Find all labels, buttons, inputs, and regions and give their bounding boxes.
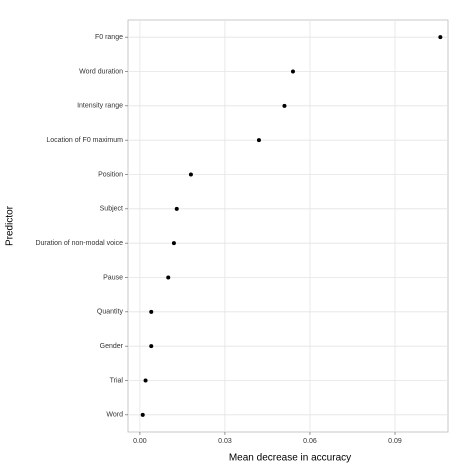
y-tick-label: Duration of non-modal voice: [35, 240, 123, 247]
y-tick-label: Position: [98, 171, 123, 178]
dot: [174, 206, 179, 211]
dot: [256, 138, 261, 143]
y-tick-label: Pause: [103, 274, 123, 281]
dot: [166, 275, 171, 280]
x-tick-label: 0.09: [388, 438, 402, 445]
x-tick-label: 0.03: [218, 438, 232, 445]
y-tick-label: Gender: [100, 343, 124, 350]
y-tick-label: Location of F0 maximum: [46, 137, 123, 144]
x-tick-label: 0.06: [303, 438, 317, 445]
y-tick-label: Word duration: [79, 68, 123, 75]
dot: [171, 241, 176, 246]
y-tick-label: Subject: [100, 206, 123, 213]
dot: [290, 69, 295, 74]
plot-panel: [127, 19, 449, 433]
dot: [282, 103, 287, 108]
dot: [143, 378, 148, 383]
y-tick-label: Quantity: [97, 309, 124, 316]
y-tick-label: Intensity range: [77, 103, 123, 110]
x-tick-label: 0.00: [133, 438, 147, 445]
dot: [438, 35, 443, 40]
dot: [149, 309, 154, 314]
x-axis-title: Mean decrease in accuracy: [229, 453, 351, 464]
dot: [140, 412, 145, 417]
y-tick-label: Word: [106, 412, 123, 419]
dot: [149, 344, 154, 349]
y-axis-title: Predictor: [5, 205, 16, 246]
y-tick-label: F0 range: [95, 34, 123, 41]
y-tick-label: Trial: [110, 377, 124, 384]
dot: [188, 172, 193, 177]
